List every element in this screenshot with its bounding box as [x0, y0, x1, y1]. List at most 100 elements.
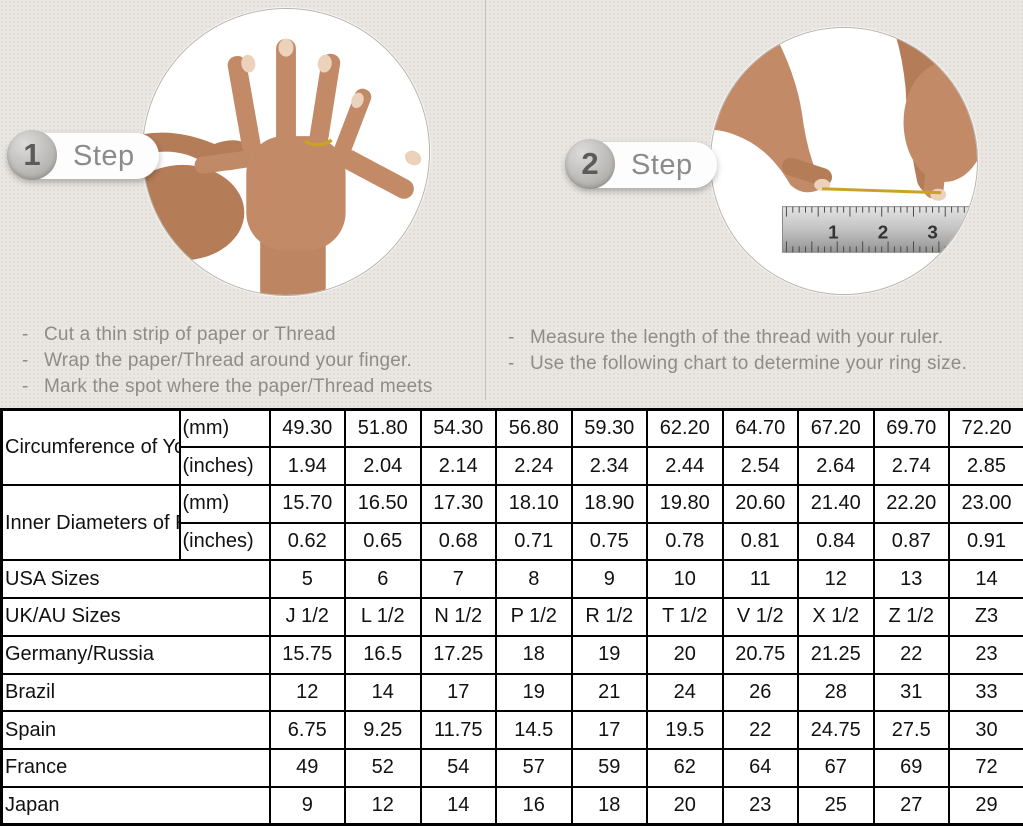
table-cell: 11: [721, 559, 799, 600]
table-cell: N 1/2: [419, 597, 497, 637]
table-cell: 5: [268, 559, 346, 600]
table-cell: 0.87: [872, 521, 950, 562]
table-cell: 51.80: [344, 408, 422, 449]
step1-instructions: Cut a thin strip of paper or ThreadWrap …: [18, 322, 483, 400]
step1-photo: [142, 8, 430, 296]
table-cell: 20: [646, 634, 724, 675]
table-cell: 9: [570, 559, 648, 600]
section-divider: [485, 0, 486, 400]
table-cell: 19.80: [646, 483, 724, 524]
row-unit-label: (inches): [178, 521, 271, 562]
table-cell: 69.70: [872, 408, 950, 449]
table-cell: 0.78: [646, 521, 724, 562]
table-cell: 0.65: [344, 521, 422, 562]
table-cell: 10: [646, 559, 724, 600]
table-cell: 23: [721, 785, 799, 826]
step1-number: 1: [7, 130, 57, 180]
table-cell: 2.24: [495, 446, 573, 486]
table-row: Circumference of Your Finger(mm)49.3051.…: [0, 408, 1023, 486]
table-cell: 2.34: [570, 446, 648, 486]
table-cell: 26: [721, 672, 799, 713]
table-cell: 2.54: [721, 446, 799, 486]
table-cell: 21.40: [797, 483, 875, 524]
table-cell: 54: [419, 747, 497, 788]
table-cell: 2.64: [797, 446, 875, 486]
table-cell: 21: [570, 672, 648, 713]
table-cell: 18: [495, 634, 573, 675]
table-cell: 18.10: [495, 483, 573, 524]
table-cell: 1.94: [268, 446, 346, 486]
row-label: Spain: [0, 710, 271, 750]
table-cell: 20.60: [721, 483, 799, 524]
table-cell: 12: [344, 785, 422, 826]
ruler-measuring-illustration: 1 2 3: [711, 28, 977, 294]
table-row: (inches) 0.62 0.65 0.68 0.71 0.75 0.78 0.81 0.84…: [2, 521, 1023, 562]
ruler-number-1: 1: [828, 221, 838, 242]
row-label: Japan: [0, 785, 271, 826]
table-cell: 2.14: [419, 446, 497, 486]
ruler-number-3: 3: [927, 221, 937, 242]
table-cell: 0.81: [721, 521, 799, 562]
table-cell: 22.20: [872, 483, 950, 524]
table-cell: 11.75: [419, 710, 497, 750]
table-cell: J 1/2: [268, 597, 346, 637]
table-cell: 15.75: [268, 634, 346, 675]
table-cell: 62: [646, 747, 724, 788]
step2-photo: 1 2 3: [710, 27, 978, 295]
table-cell: 29: [948, 785, 1023, 826]
table-cell: Z 1/2: [872, 597, 950, 637]
table-cell: 54.30: [419, 408, 497, 449]
instruction-item: Mark the spot where the paper/Thread mee…: [18, 374, 483, 400]
table-cell: 28: [797, 672, 875, 713]
size-chart-table: Circumference of Your Finger(mm)49.3051.…: [0, 408, 1023, 826]
table-row: UK/AU Sizes J 1/2 L 1/2 N 1/2 P 1/2 R 1/2 T 1/…: [0, 597, 1023, 637]
table-cell: Z3: [948, 597, 1023, 637]
step2-badge: 2 Step: [565, 139, 717, 189]
table-cell: 17: [570, 710, 648, 750]
table-cell: 30: [948, 710, 1023, 750]
table-cell: 12: [797, 559, 875, 600]
table-cell: 69: [872, 747, 950, 788]
step2-instructions: Measure the length of the thread with yo…: [504, 325, 1019, 377]
row-unit-label: (mm): [178, 483, 271, 524]
table-cell: 20.75: [721, 634, 799, 675]
table-cell: 0.68: [419, 521, 497, 562]
table-cell: 19.5: [646, 710, 724, 750]
table-row: France 49 52 54 57 59 62 64 67 69 72: [0, 747, 1023, 788]
table-cell: 7: [419, 559, 497, 600]
row-label: Germany/Russia: [0, 634, 271, 675]
instruction-item: Use the following chart to determine you…: [504, 351, 1019, 377]
hand-thread-illustration: [143, 9, 429, 295]
table-cell: 57: [495, 747, 573, 788]
table-cell: 13: [872, 559, 950, 600]
table-cell: L 1/2: [344, 597, 422, 637]
table-cell: 16: [495, 785, 573, 826]
table-cell: 22: [721, 710, 799, 750]
size-chart-section: Circumference of Your Finger(mm)49.3051.…: [0, 408, 1023, 826]
table-cell: 23: [948, 634, 1023, 675]
table-cell: 27.5: [872, 710, 950, 750]
table-cell: 16.50: [344, 483, 422, 524]
table-cell: 19: [495, 672, 573, 713]
table-cell: P 1/2: [495, 597, 573, 637]
table-cell: 72: [948, 747, 1023, 788]
table-cell: 14: [419, 785, 497, 826]
table-cell: 14: [948, 559, 1023, 600]
table-cell: 17.30: [419, 483, 497, 524]
table-cell: 6.75: [268, 710, 346, 750]
table-cell: 0.84: [797, 521, 875, 562]
table-cell: 49: [268, 747, 346, 788]
table-cell: 21.25: [797, 634, 875, 675]
table-cell: 19: [570, 634, 648, 675]
row-group-label: Circumference of Your Finger: [0, 408, 181, 486]
table-cell: 9: [268, 785, 346, 826]
table-row: Spain 6.75 9.25 11.75 14.5 17 19.5 22 24.75 27.5 3…: [0, 710, 1023, 750]
ruler-number-2: 2: [878, 221, 888, 242]
step1-badge: 1 Step: [7, 130, 159, 180]
table-cell: 59: [570, 747, 648, 788]
table-cell: 17.25: [419, 634, 497, 675]
instruction-item: Cut a thin strip of paper or Thread: [18, 322, 483, 348]
table-cell: 16.5: [344, 634, 422, 675]
table-cell: 0.62: [268, 521, 346, 562]
ruler: 1 2 3: [781, 206, 977, 253]
